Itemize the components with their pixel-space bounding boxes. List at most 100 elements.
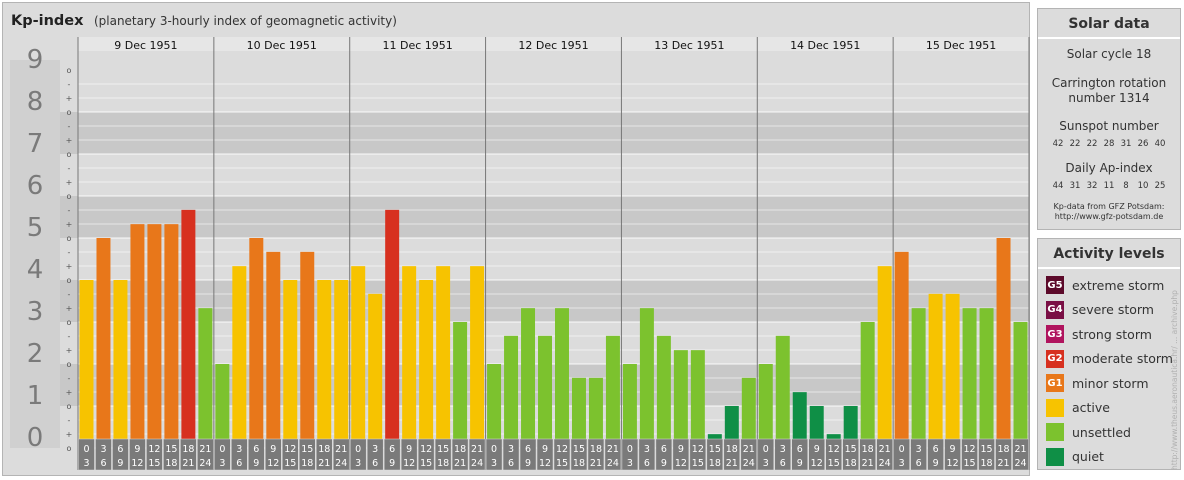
hour-end-label: 24 (1014, 458, 1026, 469)
hour-end-label: 3 (83, 458, 89, 469)
hour-end-label: 6 (372, 458, 378, 469)
day-label: 11 Dec 1951 (383, 39, 453, 52)
hour-start-label: 18 (726, 444, 738, 455)
kp-bar (758, 364, 773, 448)
carrington-line1: Carrington rotation (1051, 76, 1167, 90)
legend-swatch: G3 (1046, 325, 1064, 343)
hour-start-label: 18 (182, 444, 194, 455)
hour-box (146, 438, 163, 471)
ap-value: 8 (1123, 181, 1129, 191)
y-subtick-label: + (66, 388, 73, 397)
hour-box (129, 438, 146, 471)
kp-bar (605, 335, 620, 448)
y-tick-label: 8 (27, 87, 44, 117)
sunspot-value: 42 (1052, 139, 1064, 149)
hour-box (1012, 438, 1029, 471)
hour-box (774, 438, 792, 471)
y-subtick-label: - (68, 122, 71, 131)
kp-bar (79, 280, 94, 448)
hour-box (723, 438, 741, 471)
y-subtick-label: o (67, 360, 72, 369)
hour-start-label: 15 (165, 444, 177, 455)
hour-end-label: 6 (100, 458, 106, 469)
hour-start-label: 12 (828, 444, 840, 455)
kp-bar (147, 224, 162, 448)
hour-box (536, 438, 554, 471)
sunspot-value: 22 (1069, 139, 1081, 149)
kp-bar (215, 364, 230, 448)
solar-data-title: Solar data (1038, 9, 1180, 39)
hour-start-label: 6 (661, 444, 667, 455)
hour-start-label: 21 (607, 444, 619, 455)
kp-bar (436, 266, 451, 448)
hour-start-label: 18 (318, 444, 330, 455)
hour-end-label: 3 (627, 458, 633, 469)
ap-values: 44 31 32 11 8 10 25 (1038, 181, 1180, 191)
kp-bar (96, 238, 111, 448)
legend-item-severe-storm: G4 severe storm (1046, 300, 1154, 320)
hour-start-label: 18 (454, 444, 466, 455)
hour-box (978, 438, 995, 471)
y-tick-label: 5 (27, 213, 44, 243)
hour-end-label: 15 (148, 458, 160, 469)
level-band (10, 364, 1029, 406)
hour-end-label: 18 (709, 458, 721, 469)
hour-end-label: 3 (491, 458, 497, 469)
hour-box (316, 438, 333, 471)
hour-end-label: 12 (131, 458, 143, 469)
hour-start-label: 21 (879, 444, 891, 455)
hour-start-label: 9 (270, 444, 276, 455)
hour-start-label: 12 (284, 444, 296, 455)
hour-box (910, 438, 927, 471)
hour-box (808, 438, 825, 471)
y-tick-label: 9 (27, 45, 44, 75)
kp-bar (419, 280, 434, 448)
hour-box (180, 438, 197, 471)
hour-box (961, 438, 978, 471)
hour-box (825, 438, 842, 471)
legend-item-extreme-storm: G5 extreme storm (1046, 275, 1164, 295)
hour-start-label: 6 (389, 444, 395, 455)
hour-end-label: 3 (355, 458, 361, 469)
kp-bar (181, 209, 196, 448)
y-tick-label: 2 (27, 339, 44, 369)
legend-swatch (1046, 423, 1064, 441)
legend-swatch: G5 (1046, 276, 1064, 294)
hour-box (927, 438, 944, 471)
legend-label: minor storm (1072, 375, 1149, 391)
kp-bar (843, 406, 858, 448)
legend-label: strong storm (1072, 326, 1152, 342)
hour-box (383, 438, 401, 471)
y-subtick-label: + (66, 220, 73, 229)
hour-end-label: 9 (797, 458, 803, 469)
kp-bar (860, 322, 875, 448)
hour-box (587, 438, 605, 471)
legend-swatch (1046, 398, 1064, 417)
sunspot-value: 31 (1120, 139, 1132, 149)
y-subtick-label: - (68, 290, 71, 299)
level-band (10, 196, 1029, 238)
hour-start-label: 0 (899, 444, 905, 455)
legend-item-active: active (1046, 398, 1110, 418)
ap-value: 44 (1052, 181, 1064, 191)
hour-box (332, 438, 350, 471)
level-band (10, 238, 1029, 280)
hour-end-label: 21 (454, 458, 466, 469)
hour-start-label: 0 (491, 444, 497, 455)
y-subtick-label: o (67, 192, 72, 201)
hour-box (740, 438, 758, 471)
ap-value: 10 (1137, 181, 1149, 191)
hour-end-label: 9 (525, 458, 531, 469)
level-band (10, 70, 1029, 112)
hour-start-label: 3 (644, 444, 650, 455)
hour-start-label: 3 (508, 444, 514, 455)
y-tick-label: 0 (27, 423, 44, 453)
y-subtick-label: + (66, 430, 73, 439)
y-subtick-label: - (68, 248, 71, 257)
hour-start-label: 9 (542, 444, 548, 455)
hour-box (706, 438, 724, 471)
hour-end-label: 18 (573, 458, 585, 469)
hour-end-label: 6 (780, 458, 786, 469)
ap-value: 32 (1086, 181, 1098, 191)
kp-bar (283, 280, 298, 448)
